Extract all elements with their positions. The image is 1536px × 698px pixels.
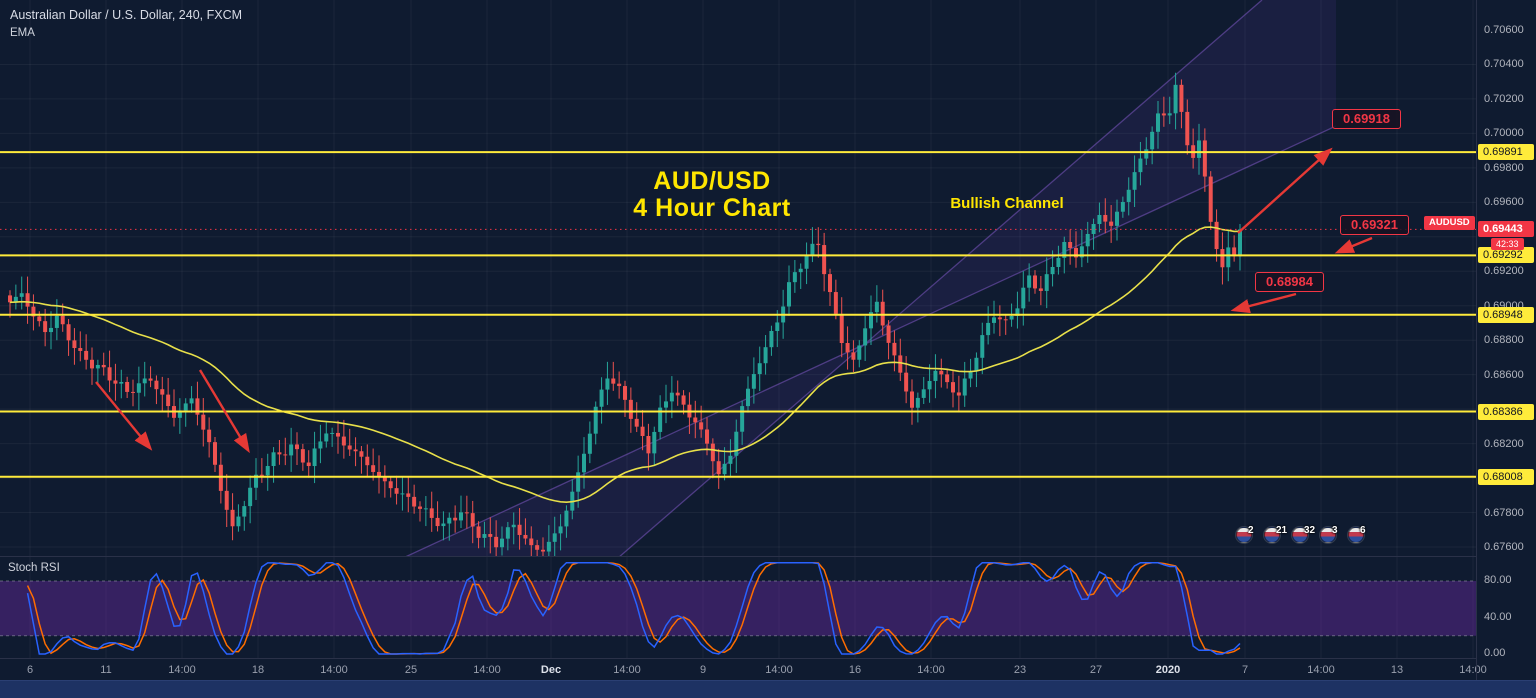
time-tick: 14:00: [765, 664, 793, 676]
bubble-avatar-icon: [1348, 527, 1364, 543]
price-tick: 0.67800: [1484, 506, 1524, 519]
level-price-label: 0.69292: [1478, 247, 1534, 264]
price-tick: 0.70400: [1484, 58, 1524, 71]
time-tick: 18: [251, 664, 265, 676]
idea-bubble[interactable]: 2: [1236, 525, 1262, 545]
time-tick: 13: [1390, 664, 1404, 676]
current-price-label: 0.69443: [1478, 221, 1534, 238]
idea-bubble[interactable]: 3: [1320, 525, 1346, 545]
symbol-title[interactable]: Australian Dollar / U.S. Dollar, 240, FX…: [10, 8, 243, 22]
time-tick: 2020: [1155, 664, 1181, 676]
time-tick: 16: [848, 664, 862, 676]
price-tick: 0.69800: [1484, 161, 1524, 174]
time-tick: 9: [699, 664, 707, 676]
indicator-ema-label[interactable]: EMA: [10, 27, 35, 39]
price-tick: 0.68200: [1484, 437, 1524, 450]
stoch-tick: 40.00: [1484, 610, 1512, 623]
annotation-channel-label: Bullish Channel: [950, 195, 1064, 212]
time-tick: 7: [1241, 664, 1249, 676]
stoch-tick: 0.00: [1484, 647, 1506, 659]
idea-bubble[interactable]: 6: [1348, 525, 1374, 545]
bubble-avatar-icon: [1236, 527, 1252, 543]
price-callout: 0.68984: [1255, 272, 1324, 292]
stoch-rsi-canvas[interactable]: [0, 557, 1476, 658]
price-tick: 0.70600: [1484, 24, 1524, 36]
level-price-label: 0.68386: [1478, 403, 1534, 420]
bubble-avatar-icon: [1264, 527, 1280, 543]
price-tick: 0.68600: [1484, 368, 1524, 381]
idea-bubbles[interactable]: 2 21 32 3 6: [1236, 525, 1376, 545]
time-tick: 11: [100, 664, 112, 676]
price-tick: 0.69200: [1484, 265, 1524, 278]
time-tick: 14:00: [1459, 664, 1487, 676]
idea-bubble[interactable]: 21: [1264, 525, 1290, 545]
level-price-label: 0.68008: [1478, 468, 1534, 485]
time-tick: 27: [1089, 664, 1103, 676]
time-tick: 14:00: [168, 664, 196, 676]
time-tick: 14:00: [473, 664, 501, 676]
price-tick: 0.70200: [1484, 92, 1524, 105]
time-tick: 14:00: [917, 664, 945, 676]
time-tick: 23: [1013, 664, 1027, 676]
stoch-rsi-label[interactable]: Stoch RSI: [8, 562, 60, 574]
price-tick: 0.70000: [1484, 127, 1524, 140]
time-tick: 25: [404, 664, 418, 676]
price-axis[interactable]: 0.70600 0.70400 0.70200 0.70000 0.69800 0.696…: [1476, 0, 1536, 680]
bubble-count: 21: [1276, 525, 1288, 536]
annotation-title-line1: AUD/USD: [653, 167, 771, 195]
stoch-tick: 80.00: [1484, 574, 1512, 586]
price-tick: 0.67600: [1484, 541, 1524, 553]
bubble-count: 2: [1248, 525, 1254, 536]
bottom-toolbar: [0, 680, 1536, 698]
price-callout: 0.69321: [1340, 215, 1409, 235]
level-price-label: 0.68948: [1478, 306, 1534, 323]
time-tick: Dec: [540, 664, 562, 676]
price-chart-canvas[interactable]: [0, 0, 1476, 556]
time-tick: 6: [26, 664, 34, 676]
price-tick: 0.68800: [1484, 334, 1524, 347]
stoch-rsi-pane[interactable]: Stoch RSI: [0, 556, 1476, 658]
bubble-count: 3: [1332, 525, 1338, 536]
bar-countdown-label: 42:33: [1491, 238, 1524, 251]
bubble-avatar-icon: [1292, 527, 1308, 543]
idea-bubble[interactable]: 32: [1292, 525, 1318, 545]
time-tick: 14:00: [613, 664, 641, 676]
level-price-label: 0.69891: [1478, 144, 1534, 161]
annotation-title-line2: 4 Hour Chart: [633, 194, 791, 222]
chart-legend: Australian Dollar / U.S. Dollar, 240, FX…: [10, 8, 242, 39]
bubble-count: 6: [1360, 525, 1366, 536]
main-chart-pane[interactable]: Australian Dollar / U.S. Dollar, 240, FX…: [0, 0, 1476, 556]
bubble-count: 32: [1304, 525, 1316, 536]
annotation-chart-title: AUD/USD 4 Hour Chart: [633, 168, 790, 222]
time-tick: 14:00: [320, 664, 348, 676]
time-axis[interactable]: 6 11 14:00 18 14:00 25 14:00 Dec 14:00 9 14:00 16 14…: [0, 658, 1487, 680]
bubble-avatar-icon: [1320, 527, 1336, 543]
time-tick: 14:00: [1307, 664, 1335, 676]
price-tick: 0.69600: [1484, 196, 1524, 209]
symbol-badge: AUDUSD: [1424, 216, 1475, 230]
price-callout: 0.69918: [1332, 109, 1401, 129]
